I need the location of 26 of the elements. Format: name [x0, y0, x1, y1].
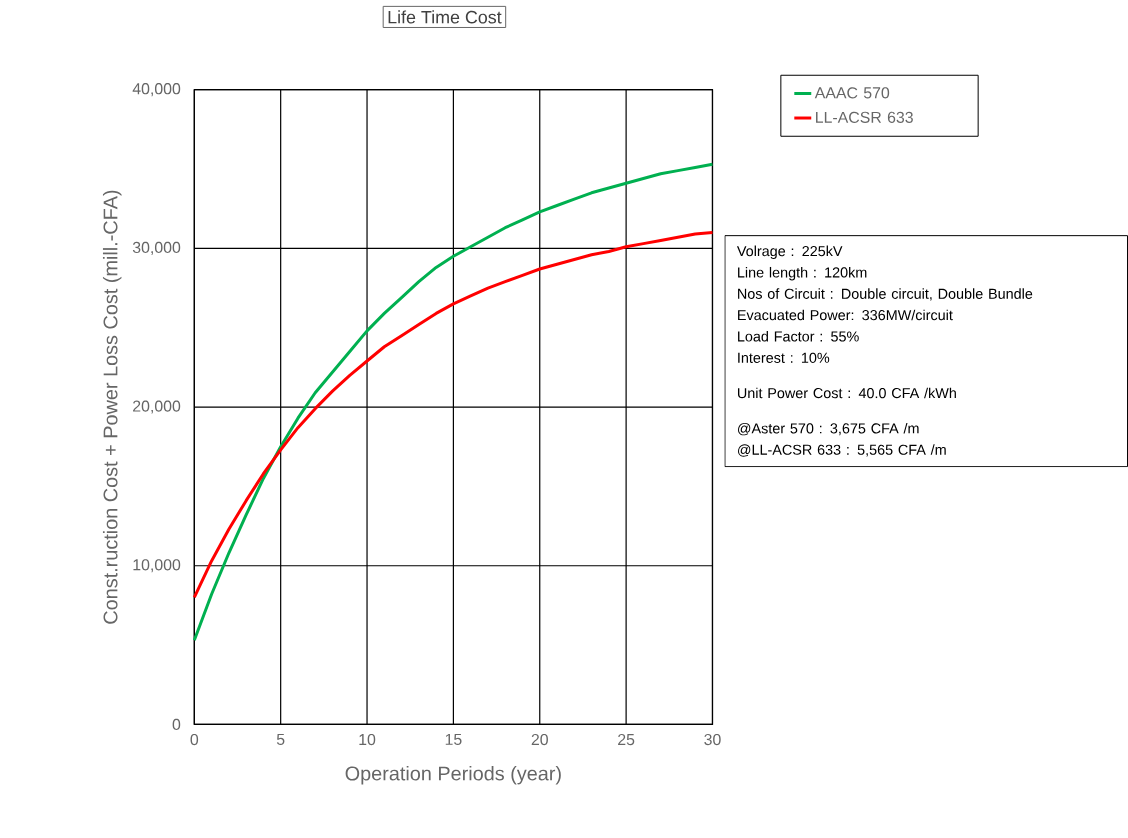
- y-tick-label: 20,000: [133, 400, 181, 414]
- text: Line length : 120km: [738, 266, 867, 281]
- x-tick-label: 0: [190, 733, 199, 746]
- legend-label: AAAC 570: [814, 87, 890, 99]
- text: Interest : 10%: [738, 352, 830, 363]
- y-tick-label: 30,000: [132, 241, 181, 255]
- y-tick-label: 40,000: [132, 83, 181, 97]
- x-tick-label: 20: [531, 733, 548, 746]
- text: Nos of Circuit : Double circuit, Double Bundle: [738, 288, 1033, 301]
- x-tick-label: 25: [618, 733, 635, 746]
- text: Load Factor : 55%: [738, 330, 859, 342]
- text: Unit Power Cost : 40.0 CFA /kWh: [738, 387, 956, 399]
- chart-title: Life Time Cost: [388, 10, 502, 24]
- y-tick-label: 0: [172, 718, 181, 731]
- y-axis-title: Const.ruction Cost + Power Loss Cost (mill.-CFA): [102, 190, 122, 624]
- x-tick-label: 10: [359, 733, 376, 746]
- x-tick-label: 15: [445, 733, 462, 745]
- text: @Aster 570 : 3,675 CFA /m: [738, 422, 919, 436]
- legend-label: LL-ACSR 633: [816, 111, 913, 123]
- y-tick-label: 10,000: [133, 559, 181, 573]
- x-tick-label: 30: [704, 733, 721, 746]
- x-axis-title: Operation Periods (year): [345, 765, 561, 785]
- x-tick-label: 5: [276, 733, 285, 745]
- text: @LL-ACSR 633 : 5,565 CFA /m: [738, 444, 946, 457]
- text: Volrage : 225kV: [736, 245, 843, 260]
- text: Evacuated Power: 336MW/circuit: [738, 309, 953, 321]
